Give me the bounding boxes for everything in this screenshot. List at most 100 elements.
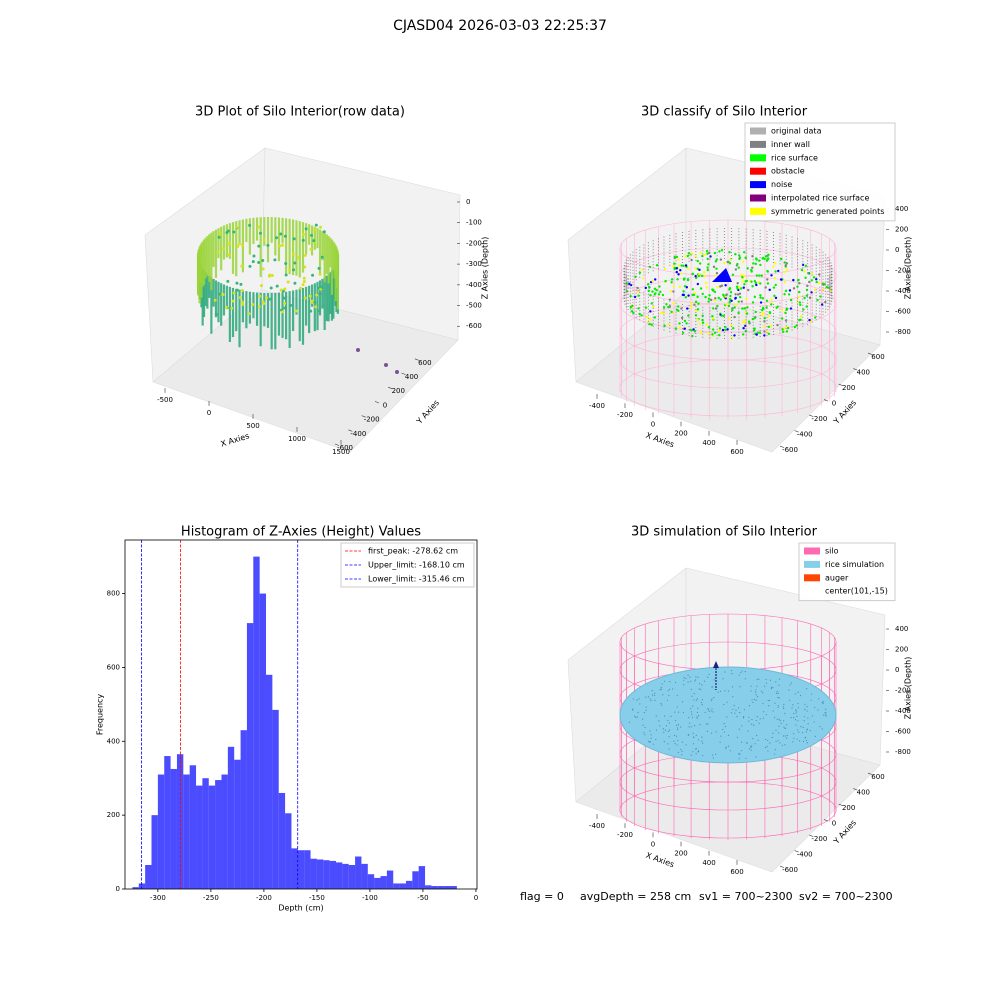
cloud-dot [301, 238, 305, 242]
plot-frame [124, 539, 478, 890]
cloud-dot [632, 311, 635, 315]
cloud-dot [269, 286, 273, 290]
mesh-dot [726, 701, 728, 703]
mesh-dot [738, 728, 740, 730]
mesh-dot [778, 725, 780, 727]
cloud-dot [685, 286, 688, 289]
cloud-dot [780, 308, 784, 312]
cloud-dot [235, 281, 239, 285]
panel-title: 3D Plot of Silo Interior(row data) [195, 105, 405, 120]
mesh-dot [643, 732, 645, 734]
cloud-dot [318, 225, 322, 229]
cloud-dot [672, 302, 675, 305]
legend-swatch [750, 154, 766, 162]
mesh-dot [798, 731, 800, 733]
cloud-dot [638, 271, 642, 274]
cloud-dot [258, 231, 262, 235]
mesh-dot [762, 702, 764, 705]
cloud-dot [747, 320, 751, 323]
cloud-dot [720, 249, 724, 252]
cloud-dot [309, 247, 313, 251]
cloud-dot [257, 260, 261, 264]
z-tick-label: -600 [895, 728, 911, 736]
x-tick-label: -400 [589, 402, 605, 410]
cloud-dot [741, 333, 745, 336]
bar [393, 883, 400, 889]
rice-surface [619, 666, 837, 764]
mesh-dot [751, 699, 753, 701]
cloud-dot [725, 303, 728, 306]
footer-sv2: sv2 = 700~2300 [799, 890, 893, 903]
cloud-dot [650, 302, 653, 305]
cloud-dot [738, 286, 741, 289]
mesh-dot [783, 720, 785, 722]
mesh-dot [777, 705, 779, 707]
cloud-dot [303, 253, 307, 257]
mesh-dot [701, 704, 703, 706]
mesh-dot [823, 714, 825, 716]
cloud-dot [719, 298, 722, 301]
mesh-dot [648, 740, 650, 742]
cloud-dot [320, 285, 324, 289]
cloud-dot [686, 307, 689, 310]
cloud-dot [257, 244, 261, 248]
mesh-dot [742, 717, 745, 719]
cloud-dot [262, 238, 266, 242]
cloud-dot [743, 251, 746, 254]
cloud-dot [637, 294, 640, 297]
mesh-dot [667, 719, 669, 722]
cloud-dot [714, 274, 717, 277]
y-tick-mark [794, 430, 799, 433]
bar [183, 774, 190, 889]
y-tick-mark [823, 819, 829, 822]
cloud-dot [824, 300, 827, 304]
mesh-dot [674, 681, 677, 684]
cloud-dot [744, 280, 747, 283]
mesh-dot [638, 698, 640, 700]
mesh-dot [752, 738, 754, 740]
mesh-dot [736, 716, 738, 718]
cloud-dot [647, 286, 651, 289]
mesh-dot [680, 726, 682, 728]
cloud-dot [813, 316, 817, 319]
bar [176, 754, 184, 889]
mesh-dot [728, 745, 730, 747]
cloud-dot [670, 281, 673, 284]
cloud-dot [259, 284, 263, 288]
mesh-dot [768, 699, 771, 702]
cloud-dot [805, 288, 809, 292]
mesh-dot [770, 688, 773, 690]
y-tick-label: 400 [857, 369, 870, 377]
cloud-dot [746, 267, 749, 270]
cloud-dot [729, 258, 733, 262]
cloud-dot [706, 268, 710, 272]
cloud-dot [683, 284, 687, 288]
cloud-dot [672, 285, 675, 288]
mesh-dot [744, 678, 746, 680]
cloud-dot [629, 306, 633, 309]
mesh-dot [650, 737, 652, 739]
cloud-dot [774, 296, 778, 300]
mesh-dot [738, 753, 740, 755]
mesh-dot [813, 721, 815, 723]
cloud-dot [741, 307, 744, 310]
cloud-dot [292, 268, 296, 272]
mesh-dot [806, 688, 808, 690]
mesh-dot [822, 703, 824, 705]
cloud-dot [763, 316, 766, 320]
cloud-dot [696, 259, 699, 263]
cloud-dot [762, 324, 766, 328]
legend-swatch [750, 207, 766, 215]
legend-label: noise [771, 180, 792, 189]
cloud-dot [283, 287, 287, 291]
mesh-dot [769, 679, 772, 681]
cloud-dot [759, 301, 763, 304]
cloud-dot [226, 229, 230, 233]
bar [253, 556, 260, 889]
cloud-dot [731, 307, 734, 310]
mesh-dot [659, 725, 661, 727]
cloud-dot [715, 272, 719, 275]
mesh-dot [649, 730, 651, 732]
cloud-dot [802, 308, 805, 311]
cloud-dot [312, 239, 316, 243]
